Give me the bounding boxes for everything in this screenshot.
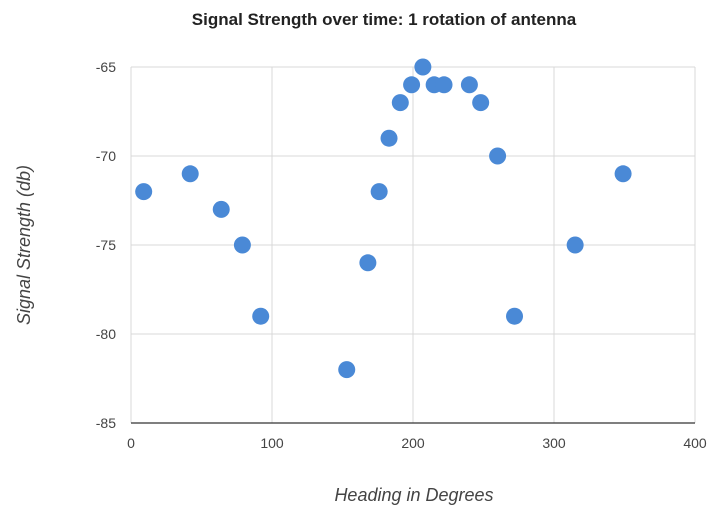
grid-layer bbox=[130, 66, 696, 424]
data-point bbox=[181, 165, 199, 183]
y-axis-label: Signal Strength (db) bbox=[14, 165, 34, 325]
x-tick-label: 0 bbox=[127, 435, 135, 451]
data-point bbox=[460, 76, 478, 94]
data-point bbox=[359, 254, 377, 272]
y-tick-label: -65 bbox=[96, 59, 116, 75]
data-point bbox=[370, 183, 388, 201]
data-point bbox=[391, 94, 409, 112]
data-point bbox=[338, 361, 356, 379]
point-layer bbox=[135, 58, 632, 379]
y-tick-label: -75 bbox=[96, 237, 116, 253]
data-point bbox=[212, 200, 230, 218]
x-tick-label: 300 bbox=[542, 435, 566, 451]
data-point bbox=[252, 307, 270, 325]
data-point bbox=[380, 129, 398, 147]
y-tick-label: -85 bbox=[96, 415, 116, 431]
data-point bbox=[435, 76, 453, 94]
data-point bbox=[135, 183, 153, 201]
x-tick-label: 400 bbox=[683, 435, 707, 451]
data-point bbox=[472, 94, 490, 112]
y-tick-label: -70 bbox=[96, 148, 116, 164]
data-point bbox=[614, 165, 632, 183]
x-axis-label: Heading in Degrees bbox=[334, 485, 493, 505]
data-point bbox=[403, 76, 421, 94]
x-tick-label: 100 bbox=[260, 435, 284, 451]
x-tick-label: 200 bbox=[401, 435, 425, 451]
chart-title: Signal Strength over time: 1 rotation of… bbox=[192, 10, 577, 29]
data-point bbox=[506, 307, 524, 325]
tick-layer: 0 100 200 300 400 -65 -70 -75 -80 -85 bbox=[96, 59, 707, 451]
data-point bbox=[489, 147, 507, 165]
data-point bbox=[414, 58, 432, 76]
data-point bbox=[566, 236, 584, 254]
data-point bbox=[233, 236, 251, 254]
y-tick-label: -80 bbox=[96, 326, 116, 342]
